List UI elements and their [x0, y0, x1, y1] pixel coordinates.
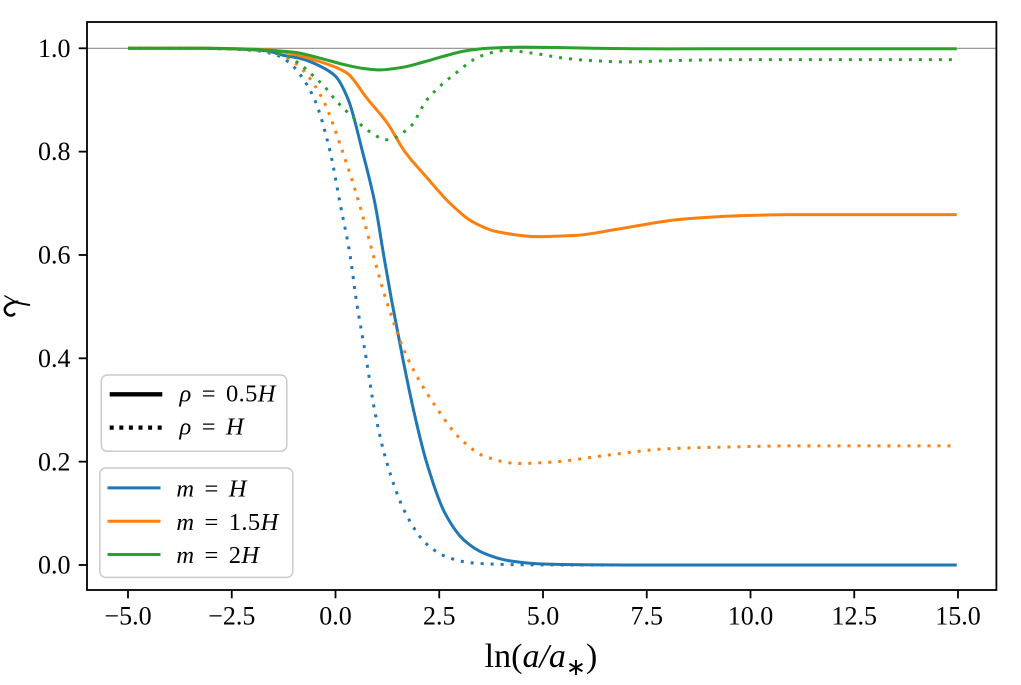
- svg-text:0.0: 0.0: [38, 551, 71, 580]
- svg-text:1.0: 1.0: [38, 34, 71, 63]
- svg-text:0.6: 0.6: [38, 241, 71, 270]
- svg-text:7.5: 7.5: [631, 602, 664, 631]
- svg-text:12.5: 12.5: [832, 602, 878, 631]
- svg-text:m = H: m = H: [176, 476, 247, 503]
- svg-text:0.4: 0.4: [38, 344, 71, 373]
- svg-text:2.5: 2.5: [423, 602, 456, 631]
- svg-text:ln(a/a∗): ln(a/a∗): [485, 638, 598, 681]
- svg-text:ρ = H: ρ = H: [179, 413, 245, 440]
- svg-text:15.0: 15.0: [935, 602, 981, 631]
- svg-text:0.0: 0.0: [319, 602, 352, 631]
- svg-text:5.0: 5.0: [527, 602, 560, 631]
- svg-text:m = 1.5H: m = 1.5H: [176, 509, 279, 536]
- svg-text:m = 2H: m = 2H: [176, 542, 260, 569]
- svg-text:ρ = 0.5H: ρ = 0.5H: [179, 380, 277, 407]
- svg-text:−5.0: −5.0: [104, 602, 151, 631]
- svg-text:0.2: 0.2: [38, 447, 71, 476]
- svg-text:0.8: 0.8: [38, 137, 71, 166]
- svg-text:10.0: 10.0: [728, 602, 774, 631]
- svg-text:−2.5: −2.5: [208, 602, 255, 631]
